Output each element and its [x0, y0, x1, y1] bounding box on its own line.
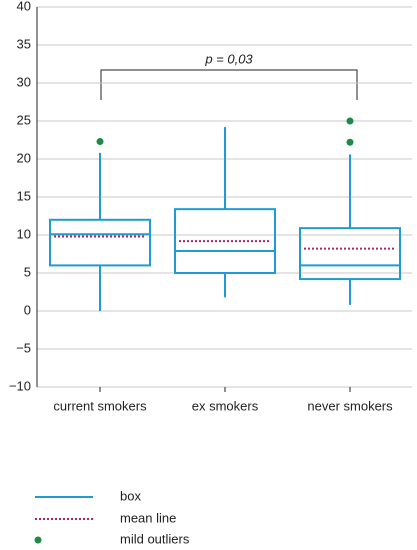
y-tick-label: 35 — [17, 36, 31, 51]
outlier — [346, 117, 354, 125]
y-tick-label: 40 — [17, 0, 31, 13]
legend-outlier-swatch — [34, 536, 42, 544]
y-tick-label: 20 — [17, 150, 31, 165]
y-tick-label: 15 — [17, 188, 31, 203]
legend-label: mean line — [120, 510, 176, 525]
y-tick-label: −10 — [9, 378, 31, 393]
y-tick-label: 0 — [24, 302, 31, 317]
annotation: p = 0,03 — [204, 51, 253, 66]
y-tick-label: 5 — [24, 264, 31, 279]
outlier — [346, 138, 354, 146]
box — [49, 218, 151, 267]
y-tick-label: −5 — [16, 340, 31, 355]
outlier — [96, 138, 104, 146]
box — [299, 227, 401, 281]
legend-label: mild outliers — [120, 531, 190, 546]
x-tick-label: ex smokers — [192, 398, 259, 413]
x-tick-label: never smokers — [307, 398, 393, 413]
y-tick-label: 10 — [17, 226, 31, 241]
y-tick-label: 30 — [17, 74, 31, 89]
y-tick-label: 25 — [17, 112, 31, 127]
legend-label: box — [120, 488, 141, 503]
box — [174, 208, 276, 275]
x-tick-label: current smokers — [53, 398, 147, 413]
significance-bracket — [100, 69, 358, 100]
